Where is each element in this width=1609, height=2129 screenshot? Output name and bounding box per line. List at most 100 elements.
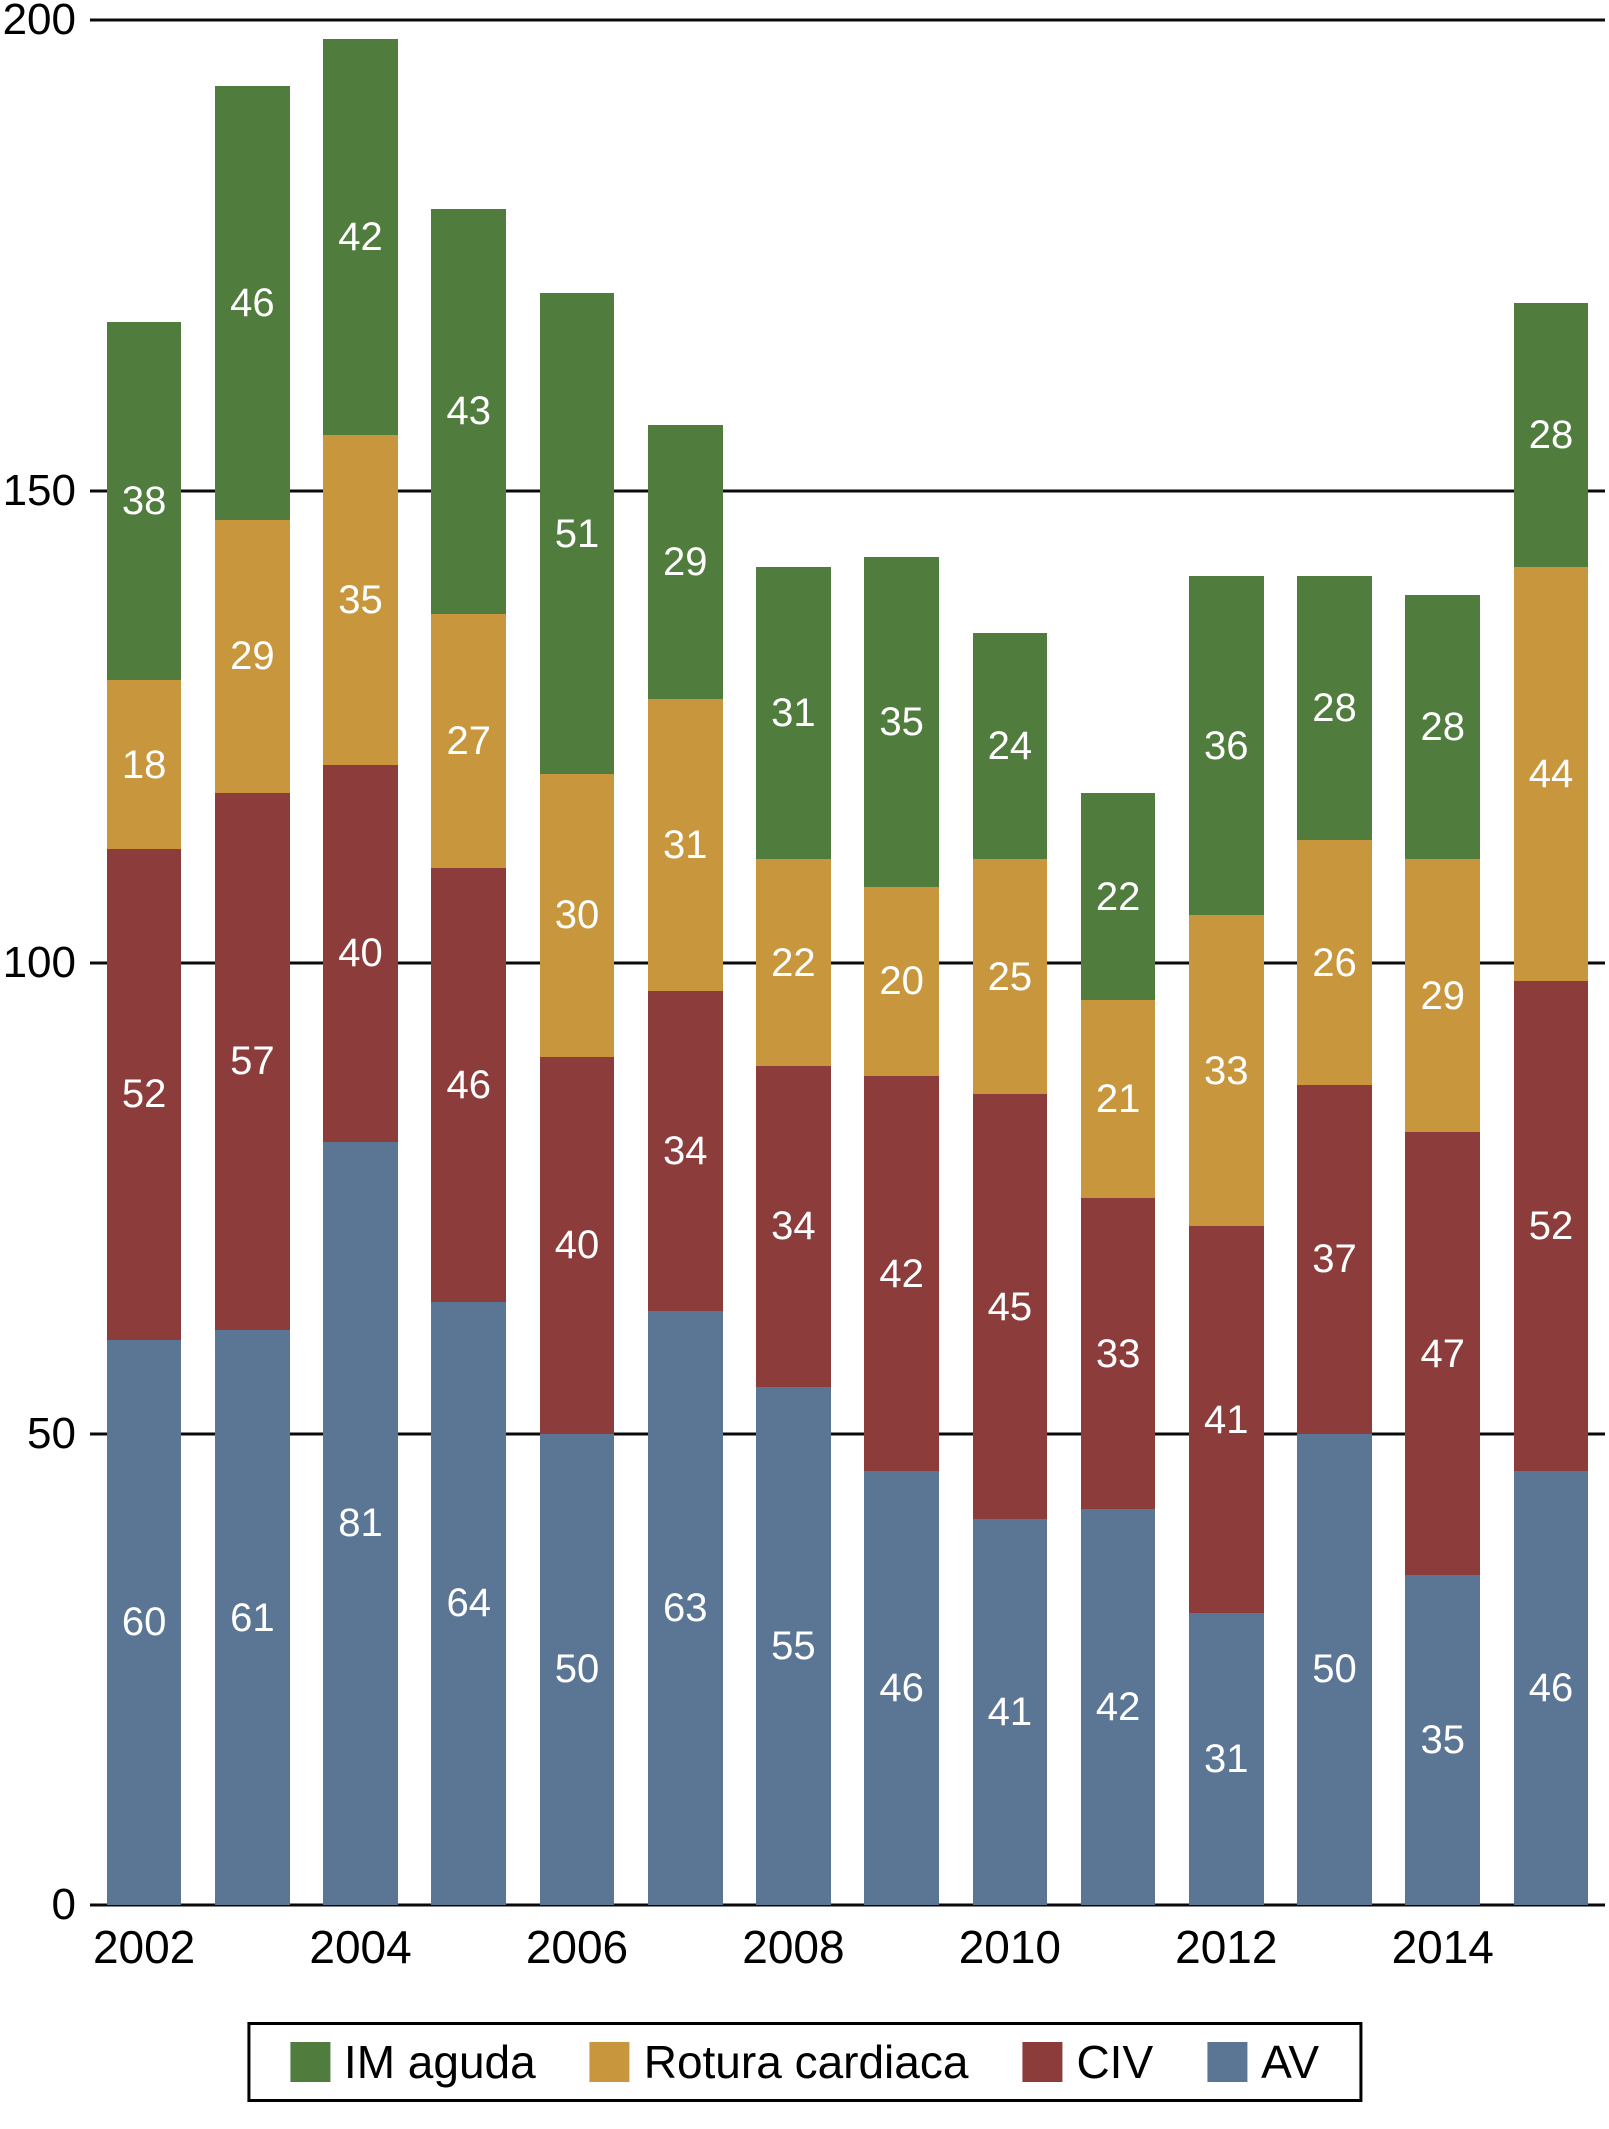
x-axis-tick-labels: 2002 2004 2006 2008 2010 2012 2014 [90, 1922, 1605, 1973]
x-tick-label-empty [1064, 1922, 1172, 1973]
segment-value-label: 36 [1204, 723, 1249, 768]
segment-rotura-cardiaca-2006: 30 [539, 774, 615, 1057]
segment-rotura-cardiaca-2005: 27 [431, 613, 507, 869]
segment-value-label: 40 [338, 931, 383, 976]
segment-av-2011: 42 [1080, 1509, 1156, 1905]
x-tick-label-2010: 2010 [958, 1921, 1062, 1973]
segment-civ-2003: 57 [215, 792, 290, 1331]
segment-value-label: 43 [446, 389, 492, 434]
segment-av-2006: 50 [539, 1433, 615, 1905]
segment-value-label: 44 [1528, 752, 1574, 797]
legend-item-rotura-cardiaca: Rotura cardiaca [589, 2036, 969, 2088]
segment-av-2010: 41 [972, 1518, 1048, 1905]
segment-value-label: 50 [1312, 1647, 1357, 1692]
segment-im-aguda-2012: 36 [1188, 576, 1264, 916]
segment-value-label: 41 [1204, 1397, 1249, 1442]
segment-av-2009: 46 [864, 1471, 939, 1905]
y-tick-label-150: 150 [2, 466, 76, 516]
segment-value-label: 46 [230, 280, 275, 325]
segment-value-label: 22 [771, 940, 816, 985]
segment-value-label: 24 [987, 723, 1033, 768]
bar-slot-2003: 61 57 29 46 [198, 20, 306, 1905]
segment-value-label: 46 [1528, 1666, 1574, 1711]
segment-av-2004: 81 [323, 1141, 398, 1905]
segment-value-label: 35 [879, 700, 924, 745]
bar-2013: 50 37 26 28 [1297, 576, 1372, 1905]
segment-value-label: 50 [554, 1647, 600, 1692]
segment-value-label: 31 [662, 822, 708, 867]
segment-av-2013: 50 [1297, 1433, 1372, 1905]
x-tick-label-empty [631, 1922, 739, 1973]
segment-value-label: 52 [1528, 1204, 1574, 1249]
segment-civ-2011: 33 [1080, 1198, 1156, 1510]
segment-rotura-cardiaca-2012: 33 [1188, 915, 1264, 1227]
x-tick-label-2008: 2008 [742, 1921, 845, 1973]
legend-swatch-im-aguda [289, 2042, 330, 2082]
segment-value-label: 31 [1204, 1736, 1249, 1781]
segment-value-label: 33 [1204, 1048, 1249, 1093]
segment-rotura-cardiaca-2002: 18 [106, 679, 182, 850]
bar-slot-2013: 50 37 26 28 [1280, 20, 1388, 1905]
segment-av-2014: 35 [1405, 1575, 1481, 1905]
bars-container: 60 52 18 38 61 57 29 46 81 40 35 42 64 46 27 43 50 40 30 51… [90, 20, 1605, 1905]
segment-value-label: 42 [338, 214, 383, 259]
gridline-100 [90, 961, 1605, 964]
segment-value-label: 22 [1095, 874, 1141, 919]
segment-im-aguda-2008: 31 [756, 566, 831, 859]
segment-av-2008: 55 [756, 1386, 831, 1905]
bar-2010: 41 45 25 24 [972, 632, 1048, 1905]
segment-rotura-cardiaca-2010: 25 [972, 858, 1048, 1095]
bar-slot-2011: 42 33 21 22 [1064, 20, 1172, 1905]
segment-value-label: 35 [338, 577, 383, 622]
bar-2009: 46 42 20 35 [864, 557, 939, 1905]
segment-civ-2015: 52 [1513, 981, 1589, 1472]
bar-slot-2012: 31 41 33 36 [1172, 20, 1280, 1905]
bar-slot-2004: 81 40 35 42 [306, 20, 414, 1905]
segment-value-label: 40 [554, 1223, 600, 1268]
bar-2004: 81 40 35 42 [323, 38, 398, 1905]
segment-value-label: 60 [121, 1600, 167, 1645]
segment-value-label: 46 [879, 1666, 924, 1711]
segment-value-label: 51 [554, 511, 600, 556]
bar-2008: 55 34 22 31 [756, 566, 831, 1905]
legend-swatch-av [1207, 2042, 1248, 2082]
segment-rotura-cardiaca-2015: 44 [1513, 566, 1589, 982]
bar-2005: 64 46 27 43 [431, 208, 507, 1905]
bar-2003: 61 57 29 46 [215, 86, 290, 1905]
segment-value-label: 46 [446, 1063, 492, 1108]
gridline-150 [90, 489, 1605, 493]
segment-value-label: 52 [121, 1072, 167, 1117]
segment-rotura-cardiaca-2009: 20 [864, 887, 939, 1076]
segment-value-label: 30 [554, 893, 600, 938]
x-tick-label-2012: 2012 [1175, 1921, 1278, 1973]
segment-im-aguda-2015: 28 [1513, 302, 1589, 567]
segment-value-label: 34 [662, 1129, 708, 1174]
segment-im-aguda-2004: 42 [323, 38, 398, 435]
segment-rotura-cardiaca-2011: 21 [1080, 1000, 1156, 1199]
segment-av-2012: 31 [1188, 1612, 1264, 1905]
gridline-50 [90, 1432, 1605, 1436]
segment-value-label: 37 [1312, 1237, 1357, 1282]
x-tick-label-2004: 2004 [309, 1921, 412, 1973]
segment-value-label: 55 [771, 1623, 816, 1668]
segment-civ-2006: 40 [539, 1056, 615, 1434]
legend-label-im-aguda: IM aguda [343, 2036, 536, 2088]
segment-civ-2008: 34 [756, 1066, 831, 1387]
x-tick-label-empty [198, 1922, 306, 1973]
segment-av-2005: 64 [431, 1301, 507, 1905]
legend-label-civ: CIV [1076, 2036, 1154, 2088]
bar-2007: 63 34 31 29 [647, 425, 723, 1905]
segment-im-aguda-2009: 35 [864, 557, 939, 888]
segment-av-2002: 60 [106, 1339, 182, 1905]
segment-im-aguda-2007: 29 [647, 425, 723, 699]
bar-slot-2006: 50 40 30 51 [523, 20, 631, 1905]
segment-value-label: 57 [230, 1039, 275, 1084]
y-tick-label-100: 100 [2, 937, 76, 987]
bar-slot-2015: 46 52 44 28 [1497, 20, 1605, 1905]
x-tick-label-2002: 2002 [92, 1921, 196, 1973]
segment-im-aguda-2006: 51 [539, 293, 615, 774]
segment-rotura-cardiaca-2004: 35 [323, 434, 398, 765]
segment-value-label: 61 [230, 1595, 275, 1640]
legend-label-rotura-cardiaca: Rotura cardiaca [643, 2036, 969, 2088]
bar-2011: 42 33 21 22 [1080, 792, 1156, 1905]
